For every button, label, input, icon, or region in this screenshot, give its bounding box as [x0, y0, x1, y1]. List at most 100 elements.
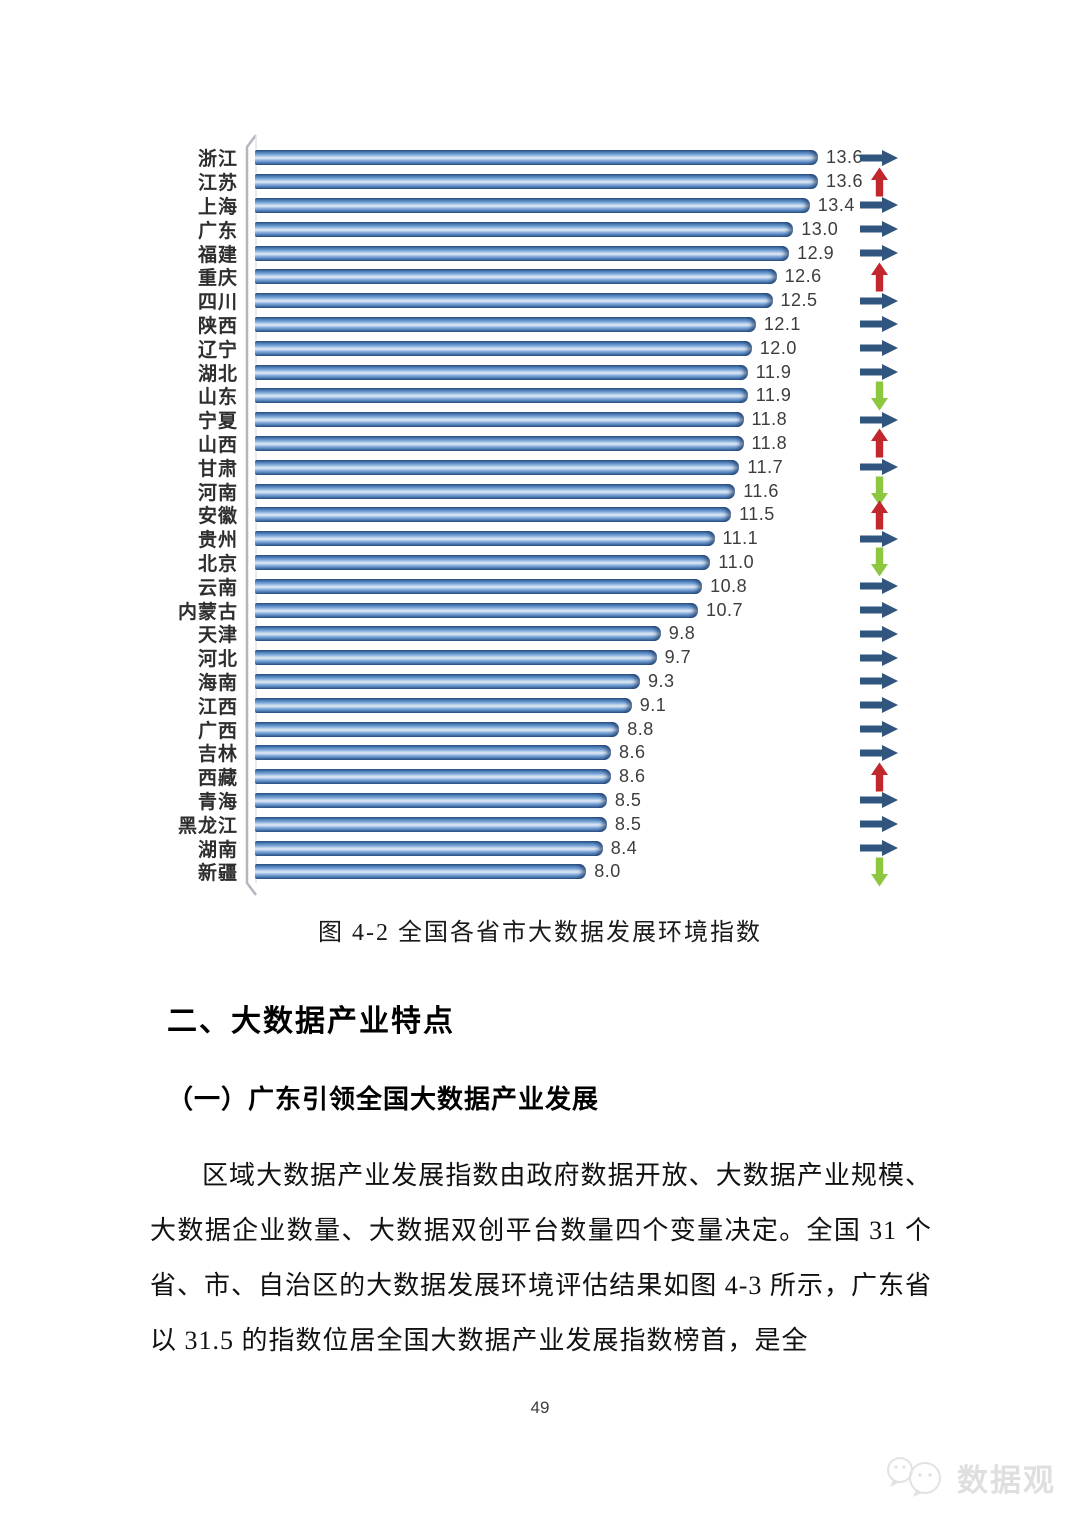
bar: [255, 769, 611, 785]
chart-row: 河南 11.6: [150, 476, 930, 506]
chart-row: 湖南 8.4: [150, 836, 930, 861]
trend-right-arrow-icon: [860, 292, 898, 309]
trend-arrow: [858, 697, 900, 714]
value-label: 11.0: [718, 551, 755, 572]
trend-down-arrow-icon: [870, 857, 888, 887]
trend-up-arrow-icon: [870, 428, 888, 458]
bar: [255, 221, 794, 237]
bar: [255, 840, 603, 856]
bar: [255, 673, 640, 689]
trend-right-arrow-icon: [860, 744, 898, 761]
category-label: 江西: [197, 696, 238, 718]
value-label: 13.4: [817, 194, 855, 215]
category-label: 安徽: [197, 506, 238, 528]
chart-row: 福建 12.9: [150, 241, 930, 266]
trend-arrow: [858, 578, 900, 595]
bar: [255, 531, 715, 547]
trend-down-arrow-icon: [870, 381, 888, 411]
trend-arrow: [858, 530, 900, 547]
chart-row: 山西 11.8: [150, 428, 930, 458]
chart-row: 黑龙江 8.5: [150, 812, 930, 837]
bar: [255, 626, 661, 642]
bar: [255, 554, 711, 570]
value-label: 10.8: [710, 575, 748, 596]
trend-arrow: [858, 547, 900, 577]
category-label: 广东: [197, 220, 238, 242]
subsection-heading: （一）广东引领全国大数据产业发展: [167, 1084, 600, 1114]
trend-arrow: [858, 840, 900, 857]
chart-row: 辽宁 12.0: [150, 336, 930, 361]
category-label: 江苏: [197, 173, 238, 195]
bar: [255, 174, 818, 190]
category-label: 广西: [197, 720, 238, 742]
trend-up-arrow-icon: [870, 262, 888, 292]
trend-arrow: [858, 792, 900, 809]
trend-right-arrow-icon: [860, 459, 898, 476]
trend-up-arrow-icon: [870, 762, 888, 792]
trend-right-arrow-icon: [860, 578, 898, 595]
value-label: 13.0: [801, 218, 839, 239]
category-label: 四川: [197, 292, 238, 314]
category-label: 内蒙古: [177, 601, 238, 623]
bar: [255, 197, 810, 213]
value-label: 13.6: [826, 171, 864, 192]
trend-arrow: [858, 673, 900, 690]
trend-arrow: [858, 197, 900, 214]
chart-row: 浙江 13.6: [150, 146, 930, 170]
value-label: 10.7: [706, 599, 744, 620]
value-label: 11.8: [751, 409, 788, 430]
trend-right-arrow-icon: [860, 530, 898, 547]
trend-arrow: [858, 245, 900, 262]
page-number: 49: [530, 1398, 550, 1417]
value-label: 12.9: [797, 242, 835, 263]
trend-up-arrow-icon: [870, 167, 888, 197]
category-label: 浙江: [197, 149, 238, 171]
trend-right-arrow-icon: [860, 340, 898, 357]
trend-right-arrow-icon: [860, 816, 898, 833]
chart-row: 四川 12.5: [150, 289, 930, 313]
trend-arrow: [858, 167, 900, 197]
bar: [255, 578, 703, 594]
value-label: 11.6: [743, 480, 779, 501]
trend-arrow: [858, 649, 900, 666]
trend-arrow: [858, 459, 900, 476]
chart-row: 江西 9.1: [150, 693, 930, 718]
chart-row: 新疆 8.0: [150, 857, 930, 887]
bar: [255, 507, 732, 523]
value-label: 13.6: [826, 147, 864, 168]
value-label: 11.9: [755, 385, 792, 406]
chart-row: 西藏 8.6: [150, 762, 930, 792]
value-label: 12.5: [780, 290, 818, 311]
value-label: 8.0: [594, 861, 621, 882]
bar: [255, 816, 607, 832]
chart-row: 广西 8.8: [150, 717, 930, 742]
chart-row: 陕西 12.1: [150, 313, 930, 337]
chart-row: 宁夏 11.8: [150, 408, 930, 432]
bar: [255, 245, 790, 261]
category-label: 海南: [197, 672, 238, 694]
value-label: 12.6: [784, 266, 822, 287]
trend-right-arrow-icon: [860, 197, 898, 214]
category-label: 山东: [197, 387, 238, 409]
value-label: 11.5: [739, 504, 775, 525]
bar: [255, 412, 744, 428]
chart-row: 云南 10.8: [150, 574, 930, 599]
bar: [255, 459, 740, 475]
bar: [255, 340, 752, 356]
chart-row: 贵州 11.1: [150, 527, 930, 551]
category-label: 贵州: [197, 530, 238, 552]
category-label: 湖北: [197, 363, 238, 385]
trend-right-arrow-icon: [860, 411, 898, 428]
bar: [255, 745, 611, 761]
trend-arrow: [858, 762, 900, 792]
trend-arrow: [858, 602, 900, 619]
value-label: 9.3: [648, 670, 675, 691]
category-label: 黑龙江: [177, 815, 238, 837]
trend-arrow: [858, 221, 900, 238]
chart-row: 北京 11.0: [150, 547, 930, 577]
trend-arrow: [858, 625, 900, 642]
chart-caption: 图 4-2 全国各省市大数据发展环境指数: [318, 920, 762, 946]
trend-right-arrow-icon: [860, 840, 898, 856]
trend-arrow: [858, 744, 900, 761]
